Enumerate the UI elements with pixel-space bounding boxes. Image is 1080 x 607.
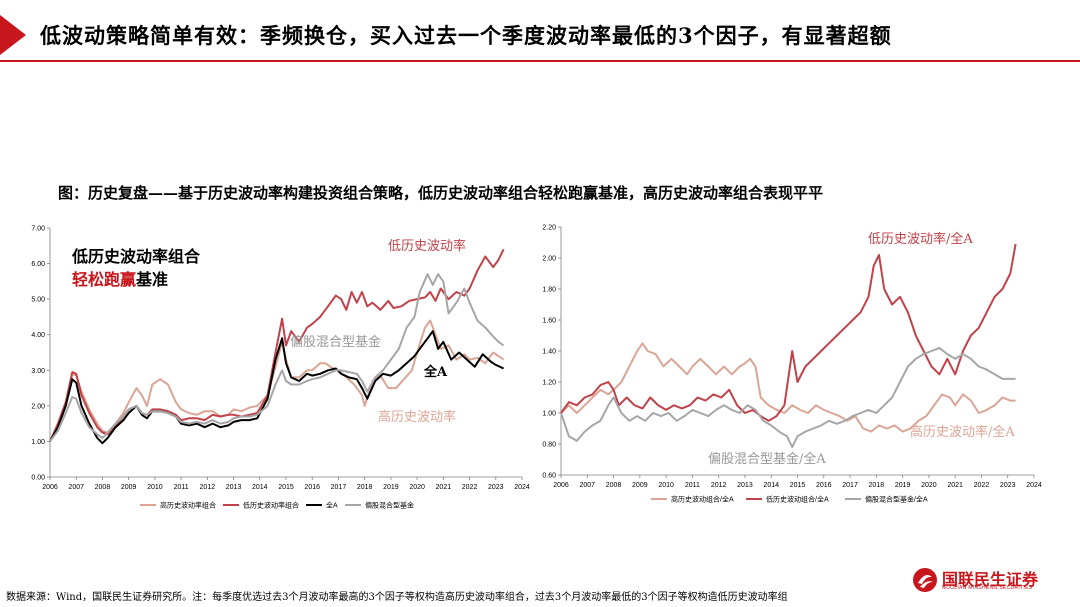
- chart-annotation: 偏股混合型基金: [290, 334, 381, 350]
- y-tick-label: 1.60: [542, 318, 556, 325]
- x-tick-label: 2022: [974, 482, 990, 489]
- x-tick-label: 2015: [278, 484, 294, 491]
- x-tick-label: 2018: [869, 482, 885, 489]
- y-tick-label: 3.00: [31, 368, 45, 375]
- chart-annotation: 基准: [135, 270, 168, 289]
- y-tick-label: 1.00: [542, 411, 556, 418]
- chart-annotation: 全A: [423, 364, 448, 380]
- logo-mark-icon: [913, 568, 937, 592]
- x-tick-label: 2018: [357, 484, 373, 491]
- x-tick-label: 2006: [553, 482, 569, 489]
- x-tick-label: 2012: [200, 484, 216, 491]
- x-tick-label: 2017: [842, 482, 858, 489]
- x-tick-label: 2014: [252, 484, 268, 491]
- chart-annotation: 高历史波动率/全A: [910, 424, 1015, 440]
- x-tick-label: 2011: [685, 482, 700, 489]
- x-tick-label: 2017: [331, 484, 347, 491]
- y-tick-label: 6.00: [31, 261, 45, 268]
- page-title: 低波动策略简单有效：季频换仓，买入过去一个季度波动率最低的3个因子，有显著超额: [40, 23, 892, 48]
- y-tick-label: 2.20: [542, 225, 556, 232]
- right-chart: 0.60 0.80 1.00 1.20 1.40 1.60 1.80 2.00 2.20 2006…: [542, 225, 1042, 504]
- logo-name: 国联民生证券: [942, 570, 1039, 589]
- x-tick-label: 2024: [514, 484, 530, 491]
- figure-title: 图：历史复盘——基于历史波动率构建投资组合策略，低历史波动率组合轻松跑赢基准，高…: [58, 184, 824, 202]
- x-tick-label: 2012: [711, 482, 727, 489]
- x-tick-label: 2008: [606, 482, 622, 489]
- x-tick-label: 2007: [68, 484, 84, 491]
- y-tick-label: 0.00: [31, 475, 45, 482]
- series-line-3: [49, 273, 505, 442]
- x-tick-label: 2024: [1026, 482, 1042, 489]
- x-tick-label: 2020: [409, 484, 425, 491]
- y-tick-label: 1.00: [31, 439, 45, 446]
- x-tick-label: 2021: [947, 482, 963, 489]
- x-tick-label: 2007: [579, 482, 595, 489]
- y-tick-label: 0.60: [542, 473, 556, 480]
- x-tick-label: 2022: [462, 484, 478, 491]
- y-tick-label: 0.80: [542, 442, 556, 449]
- left-chart: 0.00 1.00 2.00 3.00 4.00 5.00 6.00 7.00 2006 2007…: [31, 226, 530, 510]
- chart-annotation: 低历史波动率: [388, 238, 466, 254]
- y-tick-label: 4.00: [31, 332, 45, 339]
- y-tick-label: 1.80: [542, 287, 556, 294]
- x-tick-label: 2021: [436, 484, 452, 491]
- x-tick-label: 2010: [658, 482, 674, 489]
- x-tick-label: 2014: [763, 482, 779, 489]
- x-tick-label: 2006: [42, 484, 58, 491]
- legend-label: 高历史波动组合/全A: [671, 495, 734, 504]
- x-tick-label: 2009: [121, 484, 137, 491]
- y-tick-label: 2.00: [31, 403, 45, 410]
- y-tick-label: 5.00: [31, 297, 45, 304]
- x-tick-label: 2019: [895, 482, 911, 489]
- legend-label: 低历史波动组合/全A: [766, 495, 829, 504]
- x-tick-label: 2015: [790, 482, 806, 489]
- logo-english: GUOLIAN MINSHENG SECURITIES: [942, 585, 1033, 591]
- x-tick-label: 2020: [921, 482, 937, 489]
- x-tick-label: 2023: [488, 484, 504, 491]
- x-tick-label: 2008: [95, 484, 111, 491]
- x-tick-label: 2016: [816, 482, 832, 489]
- chart-annotation: 低历史波动率/全A: [868, 231, 973, 247]
- x-tick-label: 2013: [737, 482, 753, 489]
- x-tick-label: 2010: [147, 484, 163, 491]
- x-tick-label: 2009: [632, 482, 648, 489]
- chart-annotation: 偏股混合型基金/全A: [708, 451, 826, 467]
- chart-annotation: 高历史波动率: [378, 409, 456, 425]
- series-line-0: [560, 342, 1016, 433]
- header-divider: [0, 60, 1080, 62]
- series-line-2: [560, 346, 1016, 449]
- series-line-1: [560, 243, 1017, 422]
- legend-label: 偏股混合型基金: [365, 501, 414, 510]
- company-logo: 国联民生证券 GUOLIAN MINSHENG SECURITIES: [912, 566, 1052, 594]
- chart-annotation: 轻松跑赢: [72, 270, 136, 289]
- legend-label: 偏股混合型基金/全A: [865, 495, 928, 504]
- y-tick-label: 2.00: [542, 256, 556, 263]
- x-tick-label: 2011: [174, 484, 189, 491]
- y-tick-label: 1.40: [542, 349, 556, 356]
- x-tick-label: 2013: [226, 484, 242, 491]
- legend-label: 低历史波动率组合: [243, 501, 299, 510]
- y-tick-label: 1.20: [542, 380, 556, 387]
- header-accent-triangle: [0, 15, 26, 55]
- source-note: 数据来源：Wind，国联民生证券研究所。注：每季度优选过去3个月波动率最高的3个…: [6, 592, 788, 603]
- legend-label: 高历史波动率组合: [160, 501, 216, 510]
- x-tick-label: 2016: [304, 484, 320, 491]
- legend-label: 全A: [326, 501, 338, 510]
- y-tick-label: 7.00: [31, 226, 45, 233]
- chart-annotation: 低历史波动率组合: [71, 247, 201, 266]
- x-tick-label: 2019: [383, 484, 399, 491]
- series-line-2: [49, 330, 505, 445]
- x-tick-label: 2023: [1000, 482, 1016, 489]
